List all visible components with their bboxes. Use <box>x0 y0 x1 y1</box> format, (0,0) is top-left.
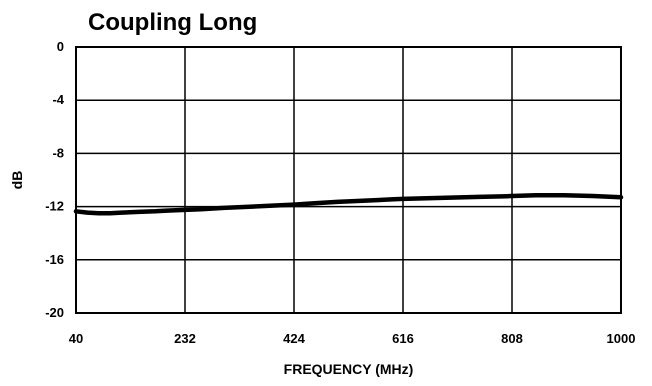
grid <box>75 46 622 314</box>
plot-frame <box>75 46 622 314</box>
y-axis-ticks: 0 -4 -8 -12 -16 -20 <box>45 39 65 320</box>
x-tick-label: 424 <box>283 331 305 346</box>
x-tick-label: 40 <box>69 331 83 346</box>
series-layer <box>73 193 624 216</box>
chart-title: Coupling Long <box>88 9 257 36</box>
x-tick-label: 808 <box>501 331 523 346</box>
y-tick-label: -12 <box>45 199 64 214</box>
x-axis-ticks: 40 232 424 616 808 1000 <box>69 331 636 346</box>
y-tick-label: -16 <box>45 252 64 267</box>
y-tick-label: -8 <box>52 145 64 160</box>
y-tick-label: -4 <box>52 92 64 107</box>
x-tick-label: 232 <box>174 331 196 346</box>
y-tick-label: 0 <box>57 39 64 54</box>
series-line <box>73 193 624 216</box>
x-tick-label: 1000 <box>607 331 636 346</box>
x-axis-label: FREQUENCY (MHz) <box>284 361 414 377</box>
y-tick-label: -20 <box>45 305 64 320</box>
y-axis-label: dB <box>9 171 25 190</box>
x-tick-label: 616 <box>392 331 414 346</box>
